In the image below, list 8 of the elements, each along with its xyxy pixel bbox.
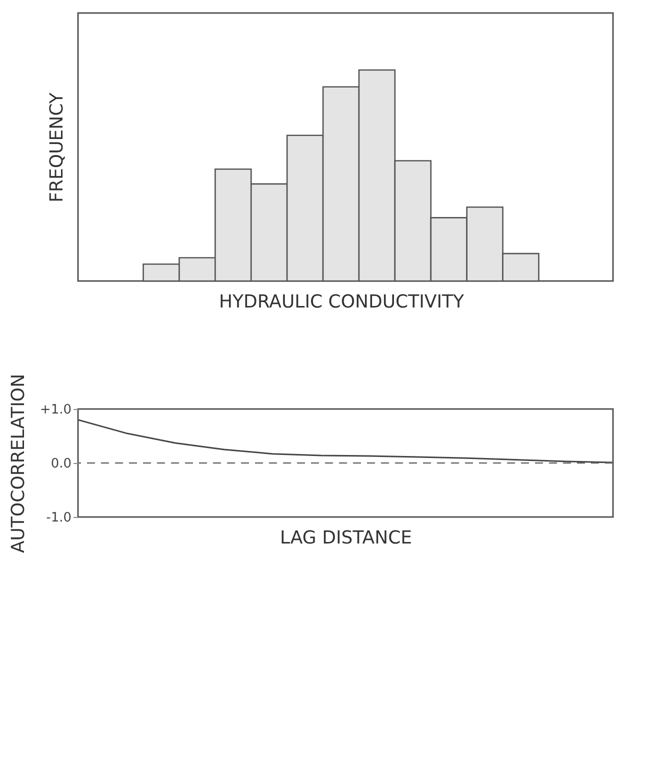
y-tick-label: +1.0	[40, 402, 72, 418]
y-axis-title: AUTOCORRELATION	[8, 374, 29, 554]
x-axis-title: HYDRAULIC CONDUCTIVITY	[219, 292, 466, 312]
line-series	[77, 419, 614, 464]
y-tick-label: 0.0	[50, 456, 72, 472]
y-axis-title: FREQUENCY	[46, 92, 68, 202]
x-axis-title: LAG DISTANCE	[280, 528, 412, 548]
y-tick-label: -1.0	[46, 510, 72, 526]
